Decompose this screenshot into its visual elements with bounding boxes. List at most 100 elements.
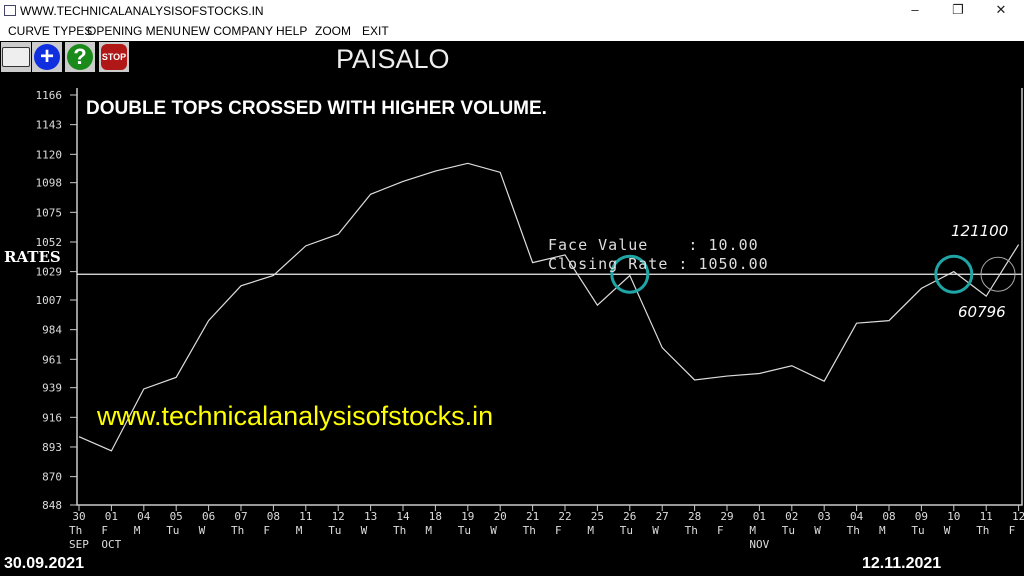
weekday-label: Th bbox=[69, 524, 82, 537]
weekday-label: W bbox=[490, 524, 497, 537]
x-tick-label: 06 bbox=[202, 510, 215, 523]
month-label: OCT bbox=[101, 538, 121, 551]
start-date: 30.09.2021 bbox=[4, 555, 85, 572]
weekday-label: Tu bbox=[620, 524, 633, 537]
x-tick-label: 20 bbox=[494, 510, 507, 523]
weekday-label: Tu bbox=[328, 524, 341, 537]
weekday-label: M bbox=[134, 524, 141, 537]
x-tick-label: 26 bbox=[623, 510, 636, 523]
x-tick-label: 25 bbox=[591, 510, 604, 523]
menu-bar: CURVE TYPES OPENING MENU NEW COMPANY HEL… bbox=[0, 21, 1024, 41]
weekday-label: Th bbox=[685, 524, 698, 537]
x-tick-label: 03 bbox=[818, 510, 831, 523]
plot-frame bbox=[76, 88, 1023, 506]
x-tick-label: 07 bbox=[234, 510, 247, 523]
x-tick-label: 12 bbox=[1012, 510, 1024, 523]
menu-zoom[interactable]: ZOOM bbox=[315, 24, 351, 38]
info-panel: Face Value : 10.00 Closing Rate : 1050.00 bbox=[548, 236, 769, 274]
x-tick-label: 04 bbox=[850, 510, 864, 523]
y-tick-label: 1075 bbox=[36, 206, 63, 219]
month-label: NOV bbox=[749, 538, 769, 551]
weekday-label: W bbox=[944, 524, 951, 537]
x-tick-label: 01 bbox=[105, 510, 118, 523]
x-tick-label: 08 bbox=[882, 510, 895, 523]
x-tick-label: 29 bbox=[720, 510, 733, 523]
x-tick-label: 13 bbox=[364, 510, 377, 523]
face-value: Face Value : 10.00 bbox=[548, 236, 759, 254]
x-tick-label: 22 bbox=[558, 510, 571, 523]
x-tick-label: 05 bbox=[170, 510, 183, 523]
app-icon bbox=[4, 5, 16, 16]
weekday-label: M bbox=[749, 524, 756, 537]
y-tick-label: 961 bbox=[42, 353, 62, 366]
x-tick-label: 21 bbox=[526, 510, 539, 523]
signal-circle bbox=[610, 254, 650, 294]
weekday-label: F bbox=[717, 524, 724, 537]
x-tick-label: 08 bbox=[267, 510, 280, 523]
x-tick-label: 19 bbox=[461, 510, 474, 523]
y-tick-label: 916 bbox=[42, 411, 62, 424]
y-tick-label: 1143 bbox=[36, 119, 63, 132]
y-axis-label: RATES bbox=[4, 248, 61, 266]
menu-new-company[interactable]: NEW COMPANY bbox=[182, 24, 274, 38]
watermark-text: www.technicalanalysisofstocks.in bbox=[97, 401, 494, 431]
x-tick-label: 09 bbox=[915, 510, 928, 523]
y-tick-label: 1098 bbox=[36, 177, 63, 190]
x-tick-label: 11 bbox=[980, 510, 993, 523]
weekday-label: F bbox=[101, 524, 108, 537]
weekday-label: Tu bbox=[911, 524, 924, 537]
y-tick-label: 984 bbox=[42, 324, 62, 337]
weekday-label: F bbox=[263, 524, 270, 537]
weekday-label: M bbox=[879, 524, 886, 537]
month-label: SEP bbox=[69, 538, 89, 551]
x-tick-label: 12 bbox=[332, 510, 345, 523]
x-tick-label: 10 bbox=[947, 510, 960, 523]
book-icon bbox=[2, 47, 30, 67]
x-tick-label: 04 bbox=[137, 510, 151, 523]
y-tick-label: 1007 bbox=[36, 294, 63, 307]
weekday-label: W bbox=[199, 524, 206, 537]
weekday-label: Th bbox=[231, 524, 244, 537]
weekday-label: W bbox=[652, 524, 659, 537]
weekday-label: M bbox=[425, 524, 432, 537]
window-title: WWW.TECHNICALANALYSISOFSTOCKS.IN bbox=[20, 4, 264, 18]
weekday-label: Th bbox=[393, 524, 406, 537]
help-icon: ? bbox=[67, 44, 93, 70]
book-button[interactable] bbox=[1, 42, 31, 72]
x-tick-label: 11 bbox=[299, 510, 312, 523]
y-tick-label: 848 bbox=[42, 499, 62, 512]
restore-button[interactable]: ❐ bbox=[952, 2, 964, 17]
y-tick-label: 1166 bbox=[36, 89, 63, 102]
minimize-button[interactable]: – bbox=[911, 2, 919, 17]
volume-low: 60796 bbox=[958, 303, 1006, 321]
y-tick-label: 1052 bbox=[36, 236, 63, 249]
end-date: 12.11.2021 bbox=[862, 555, 942, 572]
weekday-label: F bbox=[1009, 524, 1016, 537]
x-tick-label: 30 bbox=[72, 510, 85, 523]
company-name: PAISALO bbox=[336, 44, 450, 74]
y-tick-label: 1120 bbox=[36, 148, 63, 161]
help-button[interactable]: ? bbox=[65, 42, 95, 72]
menu-exit[interactable]: EXIT bbox=[362, 24, 389, 38]
weekday-label: W bbox=[361, 524, 368, 537]
menu-help[interactable]: HELP bbox=[276, 24, 308, 38]
menu-opening-menu[interactable]: OPENING MENU bbox=[87, 24, 182, 38]
x-tick-label: 18 bbox=[429, 510, 442, 523]
y-tick-label: 939 bbox=[42, 382, 62, 395]
weekday-label: Th bbox=[847, 524, 860, 537]
price-line bbox=[78, 162, 1020, 452]
closing-rate: Closing Rate : 1050.00 bbox=[548, 255, 769, 273]
y-tick-label: 893 bbox=[42, 441, 62, 454]
close-button[interactable]: ✕ bbox=[995, 2, 1007, 17]
add-button[interactable]: + bbox=[32, 42, 62, 72]
weekday-label: M bbox=[296, 524, 303, 537]
stop-button[interactable]: STOP bbox=[99, 42, 129, 72]
x-tick-label: 27 bbox=[656, 510, 669, 523]
menu-curve-types[interactable]: CURVE TYPES bbox=[8, 24, 93, 38]
title-bar: WWW.TECHNICALANALYSISOFSTOCKS.IN – ❐ ✕ bbox=[0, 0, 1024, 21]
x-tick-label: 14 bbox=[396, 510, 410, 523]
weekday-label: Tu bbox=[782, 524, 795, 537]
weekday-label: Tu bbox=[166, 524, 179, 537]
weekday-label: Tu bbox=[458, 524, 471, 537]
